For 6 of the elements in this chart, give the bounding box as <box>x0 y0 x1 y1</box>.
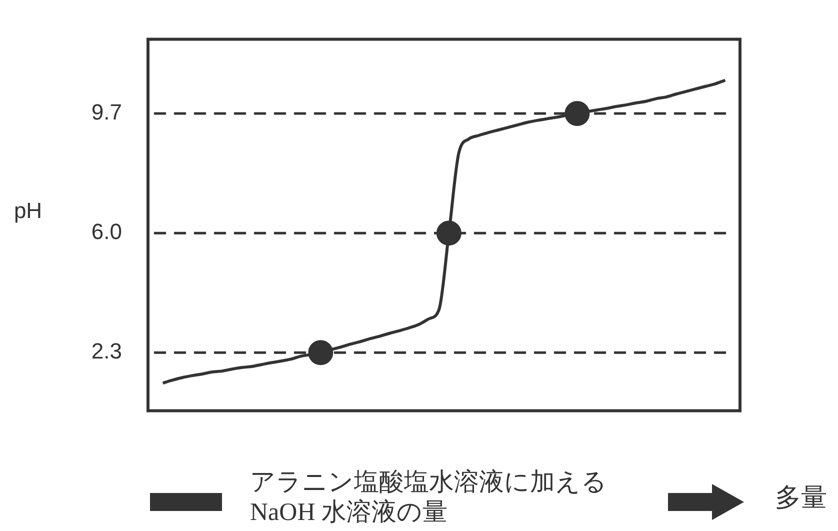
y-tick-label: 9.7 <box>91 100 122 125</box>
y-tick-label: 6.0 <box>91 219 122 244</box>
x-axis-title: アラニン塩酸塩水溶液に加える NaOH 水溶液の量 <box>250 468 607 528</box>
y-tick-label: 2.3 <box>91 338 122 364</box>
text: 多量 <box>775 482 827 515</box>
y-axis-title: pH <box>14 198 42 224</box>
